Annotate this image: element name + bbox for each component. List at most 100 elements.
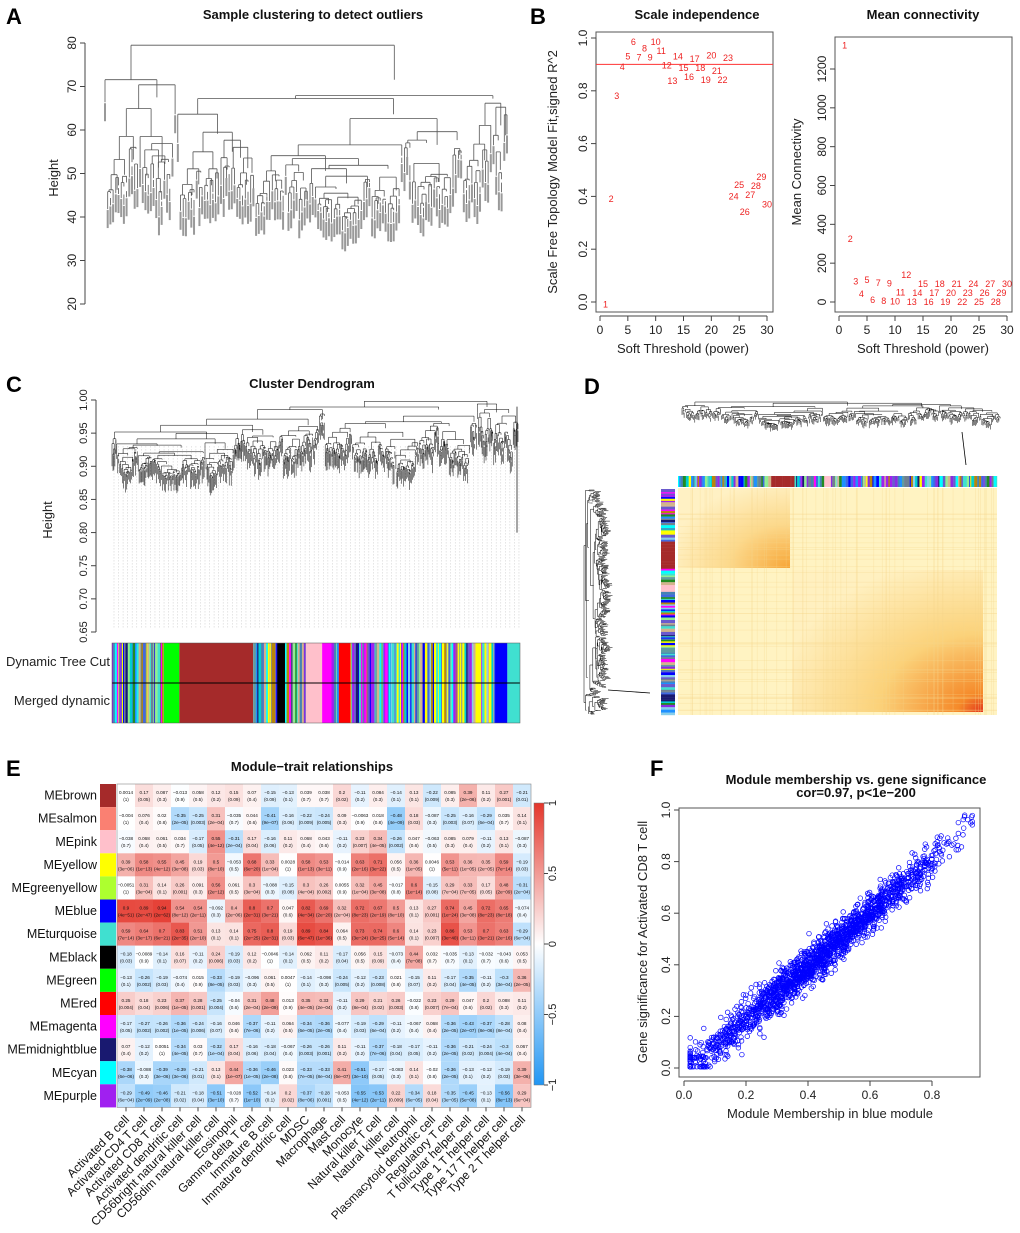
scatter-point [917, 888, 924, 894]
scatter-point [824, 949, 830, 955]
scatter-point [770, 982, 776, 988]
cell-correlation: −0.53 [372, 1090, 384, 1095]
scatter-point [697, 1042, 703, 1048]
heatmap-cell [333, 876, 351, 900]
heatmap-cell [441, 968, 459, 992]
sample-label-mark [381, 205, 384, 224]
cell-pvalue: (2e−31) [262, 936, 278, 941]
cell-correlation: −0.11 [390, 1021, 402, 1026]
heatmap-cell [171, 945, 189, 969]
module-stripe [808, 476, 812, 487]
cell-correlation: −0.16 [462, 813, 474, 818]
heatmap-cell [369, 784, 387, 808]
scatter-point [945, 840, 951, 846]
cell-correlation: −0.11 [336, 998, 348, 1003]
module-stripe [661, 537, 675, 540]
heatmap-cell [369, 1015, 387, 1039]
scatter-point [761, 1034, 767, 1040]
module-stripe [811, 476, 814, 487]
cell-pvalue: (0.3) [211, 913, 221, 918]
scatter-point [844, 936, 850, 942]
power-point-label: 4 [620, 62, 625, 72]
cell-correlation: 0.02 [158, 813, 167, 818]
scatter-point [687, 1044, 693, 1051]
module-stripe [661, 573, 675, 576]
cell-correlation: 0.23 [158, 998, 167, 1003]
module-stripe [878, 476, 882, 487]
module-color-swatch [100, 807, 116, 831]
module-stripe [680, 476, 684, 487]
x-tick-label: 10 [649, 323, 663, 337]
cell-correlation: 0.015 [192, 975, 204, 980]
heatmap-cell [495, 1038, 513, 1062]
cell-pvalue: (0.7) [319, 797, 329, 802]
heatmap-cell [243, 968, 261, 992]
heatmap-cell [333, 1084, 351, 1108]
module-stripe [661, 642, 675, 646]
cell-correlation: −0.37 [372, 1044, 384, 1049]
cell-correlation: 0.55 [212, 836, 221, 841]
power-point-label: 18 [935, 279, 945, 289]
module-stripe [661, 680, 675, 682]
cell-pvalue: (3e−25) [370, 936, 386, 941]
y-tick-label: 0.4 [659, 956, 673, 973]
cell-pvalue: (0.03) [156, 982, 168, 987]
cell-correlation: −0.25 [192, 813, 204, 818]
module-stripe [753, 476, 758, 487]
cell-pvalue: (0.03) [228, 959, 240, 964]
cell-pvalue: (0.5) [229, 889, 239, 894]
module-stripe [661, 494, 675, 498]
module-stripe [830, 476, 833, 487]
cell-pvalue: (0.2) [319, 959, 329, 964]
power-point-label: 18 [695, 63, 705, 73]
cell-correlation: 0.33 [320, 998, 329, 1003]
cell-pvalue: (0.9) [139, 959, 149, 964]
cell-correlation: 0.0046 [425, 859, 439, 864]
cell-correlation: 0.061 [228, 882, 240, 887]
cell-pvalue: (0.004) [479, 1051, 494, 1056]
scatter-point [687, 1058, 693, 1064]
heatmap-cell [207, 876, 225, 900]
cell-correlation: −0.13 [462, 952, 474, 957]
cell-correlation: 0.032 [426, 952, 438, 957]
heatmap-cell [153, 991, 171, 1015]
sample-label-mark [233, 185, 236, 204]
scatter-point [887, 874, 894, 881]
module-stripe [678, 476, 680, 487]
cell-pvalue: (2e−09) [262, 1005, 278, 1010]
sample-label-mark [171, 158, 174, 177]
heatmap-cell [279, 784, 297, 808]
scatter-point [862, 899, 868, 906]
cell-correlation: −0.25 [444, 813, 456, 818]
cell-pvalue: (0.2) [481, 1074, 491, 1079]
cell-pvalue: (2e−04) [226, 843, 242, 848]
power-point-label: 28 [751, 181, 761, 191]
module-stripe [661, 612, 675, 615]
power-point-label: 7 [636, 53, 641, 63]
scatter-point [735, 1041, 742, 1048]
module-stripe [800, 476, 803, 487]
cell-correlation: −0.46 [156, 1090, 168, 1095]
scatter-point [716, 1048, 723, 1055]
sample-label-mark [408, 181, 411, 200]
cell-pvalue: (0.5) [301, 959, 311, 964]
cell-pvalue: (0.3) [265, 889, 275, 894]
scatter-point [757, 1031, 763, 1037]
cell-correlation: −0.11 [264, 1021, 276, 1026]
heatmap-cell [513, 807, 531, 831]
heatmap-cell [189, 807, 207, 831]
heatmap-cell [513, 853, 531, 877]
sample-label-mark [276, 201, 279, 220]
sample-label-mark [298, 220, 301, 239]
cell-correlation: 0.86 [446, 929, 455, 934]
cell-correlation: 0.11 [482, 790, 491, 795]
cell-correlation: −0.35 [174, 813, 186, 818]
scatter-point [945, 835, 951, 841]
sample-label-mark [174, 115, 177, 134]
module-stripe [661, 672, 675, 676]
scatter-point [747, 1014, 753, 1021]
module-stripe [661, 492, 675, 494]
module-stripe [661, 575, 675, 578]
module-stripe [889, 476, 893, 487]
module-stripe [778, 476, 781, 487]
